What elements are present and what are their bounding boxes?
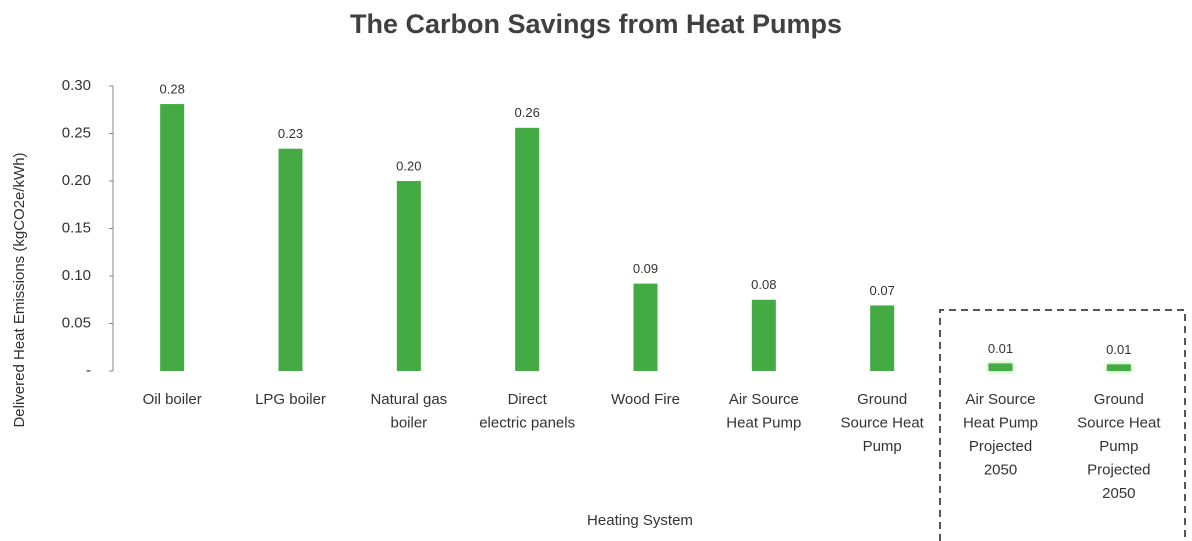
- x-tick-label: Direct electric panels: [479, 391, 575, 432]
- data-label: 0.23: [278, 126, 303, 141]
- y-tick-label: 0.20: [62, 172, 91, 189]
- bar: [278, 148, 303, 371]
- bar: [396, 181, 421, 371]
- x-tick-label: Air Source Heat Pump: [726, 391, 801, 432]
- data-label: 0.26: [515, 105, 540, 120]
- y-tick-label: 0.05: [62, 314, 91, 331]
- x-tick-label: Wood Fire: [611, 391, 680, 408]
- chart-title: The Carbon Savings from Heat Pumps: [350, 9, 842, 39]
- x-tick-label: Ground Source Heat Pump Projected 2050: [1077, 391, 1161, 502]
- x-tick-label: Natural gas boiler: [370, 391, 447, 432]
- y-tick-label: 0.15: [62, 219, 91, 236]
- bar: [1106, 364, 1131, 371]
- data-label: 0.07: [870, 283, 895, 298]
- data-label: 0.20: [396, 158, 421, 173]
- bar: [515, 127, 540, 371]
- y-axis-label: Delivered Heat Emissions (kgCO2e/kWh): [11, 152, 28, 427]
- x-axis-label: Heating System: [587, 512, 693, 529]
- bar: [160, 104, 185, 372]
- x-tick-label: LPG boiler: [255, 391, 326, 408]
- data-label: 0.28: [160, 81, 185, 96]
- y-tick-label: -: [86, 362, 91, 379]
- data-label: 0.01: [988, 341, 1013, 356]
- x-tick-label: Ground Source Heat Pump: [840, 391, 924, 455]
- bar: [988, 363, 1013, 371]
- data-label: 0.09: [633, 261, 658, 276]
- y-tick-label: 0.25: [62, 124, 91, 141]
- bar: [751, 299, 776, 371]
- bar: [870, 305, 895, 371]
- x-tick-label: Air Source Heat Pump Projected 2050: [963, 391, 1038, 479]
- data-label: 0.01: [1106, 342, 1131, 357]
- annotation-box: [939, 309, 1186, 541]
- y-tick-label: 0.10: [62, 267, 91, 284]
- bar: [633, 283, 658, 371]
- x-tick-label: Oil boiler: [143, 391, 202, 408]
- y-tick-label: 0.30: [62, 77, 91, 94]
- data-label: 0.08: [751, 277, 776, 292]
